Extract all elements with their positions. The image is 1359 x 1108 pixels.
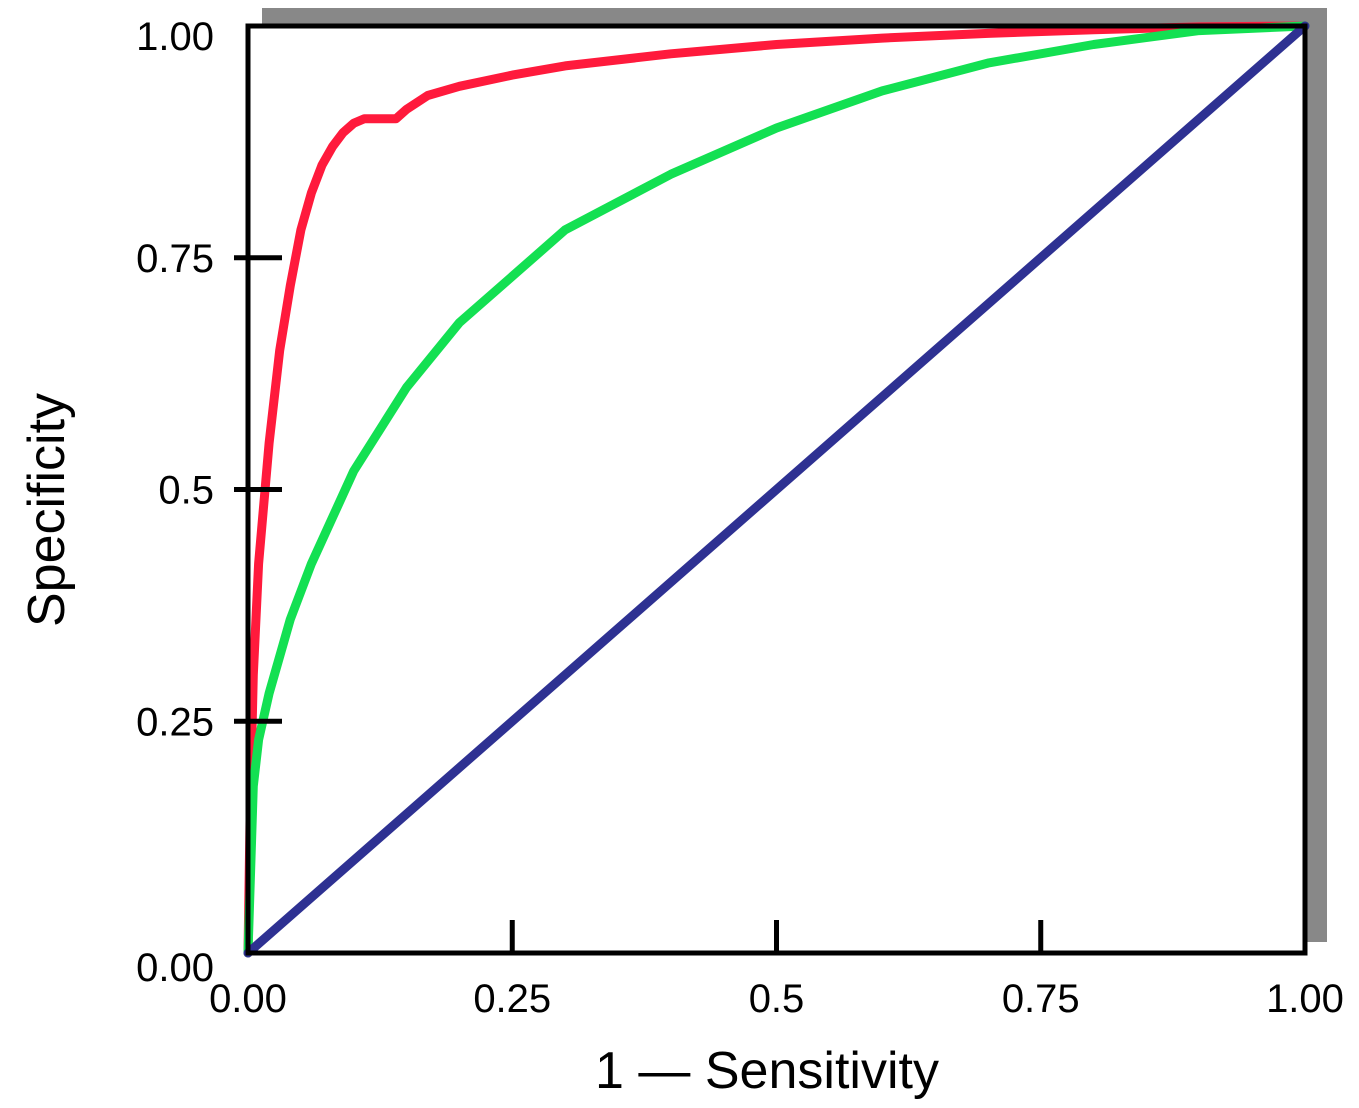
series-line-1 — [243, 21, 1310, 958]
y-tick-label: 1.00 — [136, 15, 214, 59]
series-line-2 — [243, 21, 1310, 958]
x-tick-label: 0.25 — [473, 977, 551, 1021]
x-axis-label: 1 — Sensitivity — [595, 1042, 939, 1100]
tick-layer: 0.00 0.25 0.5 0.75 1.00 0.00 0.25 0.5 0.75 1.00 — [136, 15, 1344, 1021]
x-tick-label: 0.00 — [209, 977, 287, 1021]
series-line-3 — [243, 21, 1310, 958]
series-layer — [243, 21, 1310, 958]
x-tick-label: 0.75 — [1002, 977, 1080, 1021]
y-tick-label: 0.25 — [136, 700, 214, 744]
y-tick-label: 0.75 — [136, 237, 214, 281]
y-tick-label: 0.5 — [158, 469, 214, 513]
y-axis-label: Specificity — [18, 393, 76, 627]
y-tick-label: 0.00 — [136, 946, 214, 990]
x-tick-label: 0.5 — [749, 977, 805, 1021]
x-tick-label: 1.00 — [1266, 977, 1344, 1021]
